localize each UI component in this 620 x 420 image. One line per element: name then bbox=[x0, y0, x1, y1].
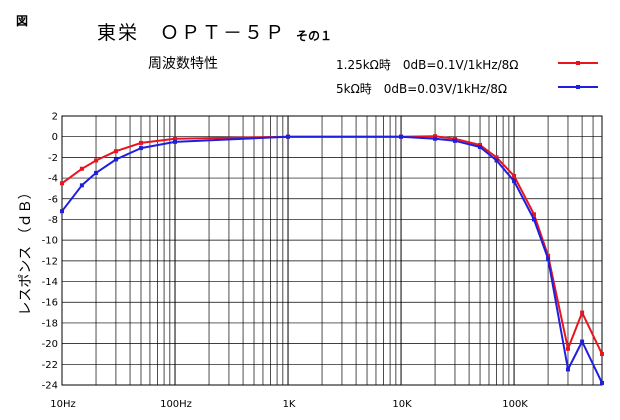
series-1-point bbox=[565, 346, 570, 351]
series-2-point bbox=[512, 179, 517, 184]
series-1-point bbox=[478, 142, 483, 147]
series-2-point bbox=[546, 256, 551, 261]
series-2-point bbox=[138, 146, 143, 151]
series-1-point bbox=[79, 166, 84, 171]
y-tick-label: -22 bbox=[42, 360, 58, 371]
series-2-point bbox=[113, 157, 118, 162]
x-tick-label: 100Hz bbox=[160, 399, 192, 410]
series-line-2 bbox=[61, 135, 603, 384]
series-1-point bbox=[494, 155, 499, 160]
series-2-point bbox=[399, 134, 404, 139]
y-tick-label: 2 bbox=[52, 112, 58, 123]
series-2-point bbox=[433, 136, 438, 141]
series-1-point bbox=[531, 212, 536, 217]
series-2-point bbox=[94, 170, 99, 175]
series-2-point bbox=[452, 138, 457, 143]
y-tick-label: -10 bbox=[42, 236, 58, 247]
series-2-point bbox=[531, 217, 536, 222]
y-tick-label: 0 bbox=[52, 132, 58, 143]
series-2-point bbox=[565, 367, 570, 372]
x-tick-label: 100K bbox=[502, 399, 528, 410]
y-tick-label: -4 bbox=[48, 174, 58, 185]
series-2-point bbox=[286, 134, 291, 139]
series-2-point bbox=[600, 380, 604, 385]
x-tick-label: 10Hz bbox=[50, 399, 76, 410]
y-tick-label: -2 bbox=[48, 153, 58, 164]
y-tick-label: -24 bbox=[42, 381, 58, 392]
legend-series1-label: 1.25kΩ時 0dB=0.1V/1kHz/8Ω bbox=[336, 58, 519, 72]
series-line-1 bbox=[61, 135, 603, 355]
series-2-point bbox=[494, 158, 499, 163]
series-1-point bbox=[512, 174, 517, 179]
series-1-point bbox=[452, 136, 457, 141]
series-2-point bbox=[79, 183, 84, 188]
series-1-point bbox=[600, 351, 604, 356]
chart-characteristic-title: 周波数特性 bbox=[148, 56, 218, 72]
y-tick-label: -6 bbox=[48, 194, 58, 205]
series-2-point bbox=[173, 139, 178, 144]
series-2-point bbox=[60, 209, 64, 214]
series-1-point bbox=[546, 253, 551, 258]
y-tick-label: -8 bbox=[48, 215, 58, 226]
legend-swatch-marker-1 bbox=[576, 61, 580, 65]
series-2-point bbox=[478, 145, 483, 150]
series-2-point bbox=[580, 339, 585, 344]
y-tick-label: -14 bbox=[42, 277, 58, 288]
chart-subtitle: その１ bbox=[296, 29, 333, 43]
series-1-point bbox=[113, 149, 118, 154]
x-tick-label: 1K bbox=[283, 399, 296, 410]
series-1-point bbox=[580, 310, 585, 315]
y-axis-label: レスポンス （ｄＢ） bbox=[18, 185, 34, 315]
y-tick-label: -16 bbox=[42, 298, 58, 309]
legend-swatch-marker-2 bbox=[576, 85, 580, 89]
y-tick-label: -12 bbox=[42, 256, 58, 267]
y-tick-label: -18 bbox=[42, 318, 58, 329]
series-1-point bbox=[433, 134, 438, 139]
y-tick-label: -20 bbox=[42, 339, 58, 350]
series-1-point bbox=[138, 140, 143, 145]
legend-series2-label: 5kΩ時 0dB=0.03V/1kHz/8Ω bbox=[336, 82, 508, 96]
series-1-point bbox=[60, 181, 64, 186]
plot-frame bbox=[61, 115, 603, 386]
figure-label: 図 bbox=[16, 14, 29, 28]
series-1-point bbox=[94, 158, 99, 163]
series-1-point bbox=[173, 136, 178, 141]
x-tick-label: 10K bbox=[392, 399, 412, 410]
chart-title: 東栄 ＯＰＴ－５Ｐ bbox=[97, 22, 287, 44]
